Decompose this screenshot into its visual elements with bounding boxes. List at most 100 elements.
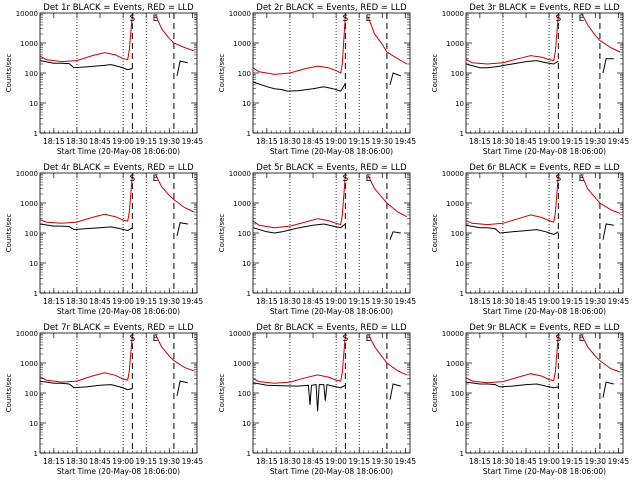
events-series-line bbox=[389, 231, 401, 240]
y-tick-label: 100 bbox=[25, 230, 38, 238]
panel-title: Det 8r BLACK = Events, RED = LLD bbox=[256, 323, 407, 333]
x-tick-label: 19:00 bbox=[112, 457, 134, 466]
y-axis-label: Counts/sec bbox=[431, 54, 439, 93]
x-axis-label: Start Time (20-May-08 18:06:00) bbox=[270, 467, 393, 476]
x-tick-label: 19:45 bbox=[182, 457, 204, 466]
x-tick-label: 19:15 bbox=[561, 457, 583, 466]
y-tick-label: 10000 bbox=[442, 10, 464, 18]
y-tick-label: 100 bbox=[451, 390, 464, 398]
panel-title: Det 6r BLACK = Events, RED = LLD bbox=[469, 163, 620, 173]
events-series-line bbox=[176, 380, 188, 397]
flag-s-label: S bbox=[555, 334, 561, 344]
events-series-line bbox=[40, 60, 133, 71]
flag-e-label: E bbox=[579, 334, 585, 344]
panel-det-5r: Det 5r BLACK = Events, RED = LLD 1 10 100 10… bbox=[218, 163, 416, 316]
y-tick-label: 100 bbox=[238, 70, 251, 78]
x-tick-label: 19:30 bbox=[584, 137, 606, 146]
x-tick-label: 19:45 bbox=[608, 297, 630, 306]
y-tick-label: 10 bbox=[242, 420, 251, 428]
flag-s-label: S bbox=[342, 334, 348, 344]
y-tick-label: 10000 bbox=[16, 10, 38, 18]
y-axis-label: Counts/sec bbox=[218, 374, 226, 413]
y-tick-label: 10 bbox=[455, 100, 464, 108]
flag-s-label: S bbox=[342, 174, 348, 184]
y-tick-label: 1 bbox=[460, 130, 464, 138]
x-tick-label: 18:30 bbox=[66, 457, 88, 466]
x-tick-label: 18:45 bbox=[515, 137, 537, 146]
y-tick-label: 1 bbox=[460, 290, 464, 298]
y-tick-label: 10 bbox=[242, 260, 251, 268]
events-series-line bbox=[602, 58, 614, 74]
events-series-line bbox=[253, 223, 346, 234]
y-tick-label: 1 bbox=[247, 130, 251, 138]
lld-series-line bbox=[253, 173, 347, 229]
lld-series-line bbox=[40, 333, 134, 383]
x-tick-label: 18:30 bbox=[279, 457, 301, 466]
x-tick-label: 19:30 bbox=[584, 457, 606, 466]
events-series-line bbox=[466, 60, 559, 69]
lld-series-line bbox=[466, 13, 560, 65]
lld-series-line bbox=[253, 333, 347, 384]
x-tick-label: 18:15 bbox=[256, 297, 278, 306]
lld-series-line bbox=[154, 174, 195, 213]
x-tick-label: 18:15 bbox=[469, 297, 491, 306]
y-tick-label: 1000 bbox=[20, 200, 38, 208]
lld-series-line bbox=[466, 333, 560, 384]
x-tick-label: 19:00 bbox=[538, 137, 560, 146]
x-tick-label: 18:30 bbox=[492, 457, 514, 466]
x-tick-label: 19:30 bbox=[158, 297, 180, 306]
x-tick-label: 18:45 bbox=[515, 457, 537, 466]
flag-e-label: E bbox=[153, 334, 159, 344]
y-tick-label: 1000 bbox=[20, 360, 38, 368]
y-tick-label: 10 bbox=[242, 100, 251, 108]
x-tick-label: 18:30 bbox=[66, 137, 88, 146]
lld-series-line bbox=[154, 334, 195, 372]
y-tick-label: 100 bbox=[25, 70, 38, 78]
y-tick-label: 100 bbox=[451, 230, 464, 238]
panel-det-2r: Det 2r BLACK = Events, RED = LLD 1 10 100 10… bbox=[218, 3, 416, 156]
y-axis-label: Counts/sec bbox=[218, 214, 226, 253]
x-tick-label: 19:45 bbox=[395, 137, 417, 146]
x-tick-label: 19:30 bbox=[371, 457, 393, 466]
x-tick-label: 19:00 bbox=[325, 137, 347, 146]
x-axis-label: Start Time (20-May-08 18:06:00) bbox=[57, 307, 180, 316]
events-series-line bbox=[389, 72, 401, 86]
x-tick-label: 18:45 bbox=[515, 297, 537, 306]
panel-det-3r: Det 3r BLACK = Events, RED = LLD 1 10 100 10… bbox=[431, 3, 629, 156]
y-tick-label: 100 bbox=[238, 390, 251, 398]
x-tick-label: 18:15 bbox=[256, 137, 278, 146]
events-series-line bbox=[176, 60, 188, 77]
x-tick-label: 19:30 bbox=[371, 297, 393, 306]
events-series-line bbox=[389, 383, 401, 400]
y-tick-label: 10000 bbox=[229, 10, 251, 18]
y-tick-label: 10000 bbox=[16, 170, 38, 178]
x-tick-label: 19:15 bbox=[348, 137, 370, 146]
plot-area bbox=[253, 333, 408, 412]
x-tick-label: 19:15 bbox=[135, 137, 157, 146]
flag-e-label: E bbox=[153, 174, 159, 184]
x-axis-label: Start Time (20-May-08 18:06:00) bbox=[270, 307, 393, 316]
x-tick-label: 18:15 bbox=[256, 457, 278, 466]
plot-area bbox=[466, 173, 621, 240]
y-tick-label: 10000 bbox=[442, 170, 464, 178]
events-series-line bbox=[40, 223, 133, 232]
panel-det-9r: Det 9r BLACK = Events, RED = LLD 1 10 100 10… bbox=[431, 323, 629, 476]
x-tick-label: 19:00 bbox=[325, 457, 347, 466]
panel-det-7r: Det 7r BLACK = Events, RED = LLD 1 10 100 10… bbox=[5, 323, 203, 476]
x-tick-label: 18:30 bbox=[66, 297, 88, 306]
x-tick-label: 18:30 bbox=[492, 297, 514, 306]
x-tick-label: 19:45 bbox=[608, 137, 630, 146]
x-tick-label: 19:30 bbox=[158, 137, 180, 146]
events-series-line bbox=[40, 380, 133, 391]
panel-title: Det 4r BLACK = Events, RED = LLD bbox=[43, 163, 194, 173]
flag-e-label: E bbox=[153, 14, 159, 24]
flag-e-label: E bbox=[366, 334, 372, 344]
plot-area bbox=[466, 333, 621, 398]
y-tick-label: 10 bbox=[455, 260, 464, 268]
y-tick-label: 1 bbox=[34, 130, 38, 138]
x-axis-label: Start Time (20-May-08 18:06:00) bbox=[483, 147, 606, 156]
x-tick-label: 19:15 bbox=[135, 457, 157, 466]
flag-e-label: E bbox=[366, 174, 372, 184]
y-tick-label: 10 bbox=[29, 260, 38, 268]
y-tick-label: 10000 bbox=[16, 330, 38, 338]
